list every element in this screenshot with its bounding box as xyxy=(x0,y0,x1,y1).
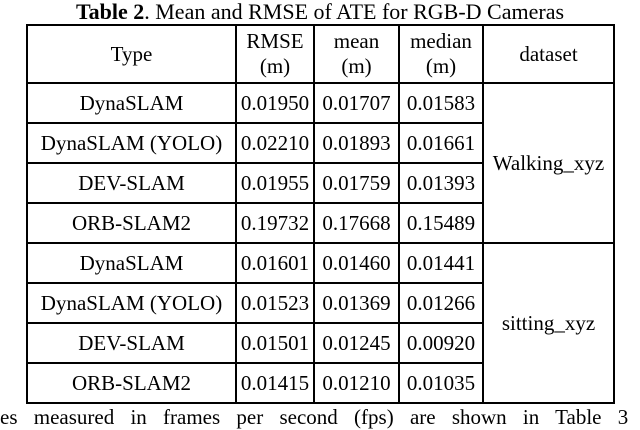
rmse-cell: 0.01415 xyxy=(235,362,315,404)
rmse-cell: 0.02210 xyxy=(235,122,315,164)
table-row: DynaSLAM (YOLO) 0.02210 0.01893 0.01661 xyxy=(26,122,614,164)
type-cell: DynaSLAM xyxy=(26,242,237,284)
column-header-dataset: dataset xyxy=(482,24,615,84)
column-header-rmse: RMSE (m) xyxy=(235,24,315,84)
table-row: DEV-SLAM 0.01501 0.01245 0.00920 xyxy=(26,322,614,364)
table-row: ORB-SLAM2 0.19732 0.17668 0.15489 xyxy=(26,202,614,244)
table-row: DynaSLAM (YOLO) 0.01523 0.01369 0.01266 xyxy=(26,282,614,324)
ate-results-table: Type RMSE (m) mean (m) median (m) datase… xyxy=(26,24,615,404)
median-cell: 0.01266 xyxy=(398,282,484,324)
rmse-cell: 0.01523 xyxy=(235,282,315,324)
mean-cell: 0.01707 xyxy=(313,82,400,124)
mean-cell: 0.01759 xyxy=(313,162,400,204)
column-header-mean: mean (m) xyxy=(313,24,400,84)
dataset-cell-walking-xyz: Walking_xyz xyxy=(482,82,615,244)
dataset-cell-sitting-xyz: sitting_xyz xyxy=(482,242,615,404)
type-cell: ORB-SLAM2 xyxy=(26,202,237,244)
mean-cell: 0.01245 xyxy=(313,322,400,364)
table-row: DynaSLAM 0.01601 0.01460 0.01441 sitting… xyxy=(26,242,615,404)
column-header-median: median (m) xyxy=(398,24,484,84)
table-caption-text: . Mean and RMSE of ATE for RGB-D Cameras xyxy=(144,0,565,24)
table-row: ORB-SLAM2 0.01415 0.01210 0.01035 xyxy=(26,362,614,404)
column-header-type: Type xyxy=(26,24,237,84)
mean-cell: 0.01460 xyxy=(313,242,400,284)
table-caption: Table 2. Mean and RMSE of ATE for RGB-D … xyxy=(0,0,640,24)
rmse-cell: 0.01501 xyxy=(235,322,315,364)
mean-cell: 0.17668 xyxy=(313,202,400,244)
mean-cell: 0.01369 xyxy=(313,282,400,324)
median-cell: 0.01393 xyxy=(398,162,484,204)
type-cell: ORB-SLAM2 xyxy=(26,362,237,404)
rmse-cell: 0.01950 xyxy=(235,82,315,124)
median-cell: 0.00920 xyxy=(398,322,484,364)
mean-cell: 0.01893 xyxy=(313,122,400,164)
body-text-fragment: es measured in frames per second (fps) a… xyxy=(0,405,629,429)
rmse-cell: 0.01955 xyxy=(235,162,315,204)
table-header-row: Type RMSE (m) mean (m) median (m) datase… xyxy=(26,24,615,84)
table-row: DEV-SLAM 0.01955 0.01759 0.01393 xyxy=(26,162,614,204)
type-cell: DynaSLAM xyxy=(26,82,237,124)
rmse-cell: 0.19732 xyxy=(235,202,315,244)
median-cell: 0.01035 xyxy=(398,362,484,404)
median-cell: 0.15489 xyxy=(398,202,484,244)
mean-cell: 0.01210 xyxy=(313,362,400,404)
median-cell: 0.01583 xyxy=(398,82,484,124)
table-row: DynaSLAM 0.01950 0.01707 0.01583 Walking… xyxy=(26,82,615,244)
type-cell: DEV-SLAM xyxy=(26,162,237,204)
type-cell: DEV-SLAM xyxy=(26,322,237,364)
type-cell: DynaSLAM (YOLO) xyxy=(26,282,237,324)
median-cell: 0.01441 xyxy=(398,242,484,284)
rmse-cell: 0.01601 xyxy=(235,242,315,284)
median-cell: 0.01661 xyxy=(398,122,484,164)
table-caption-number: Table 2 xyxy=(75,0,145,24)
type-cell: DynaSLAM (YOLO) xyxy=(26,122,237,164)
